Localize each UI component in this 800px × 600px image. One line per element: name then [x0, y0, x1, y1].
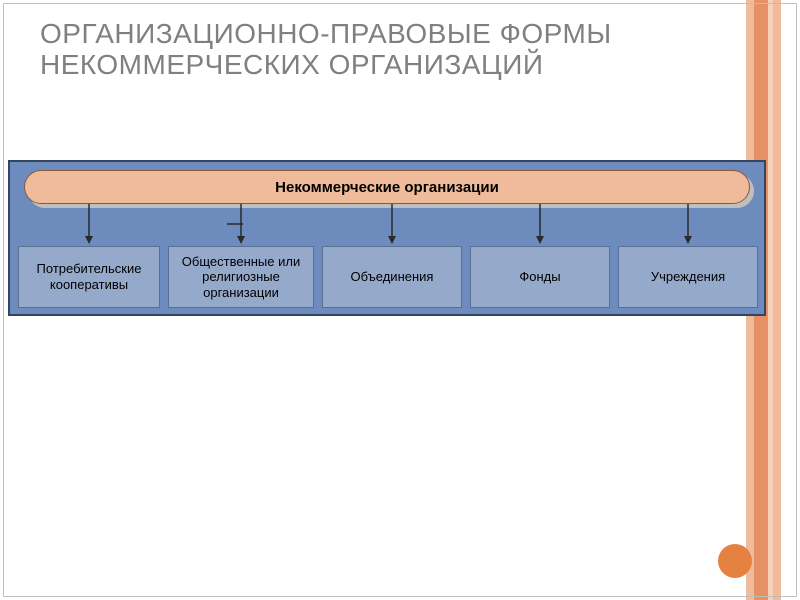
page-title: ОРГАНИЗАЦИОННО-ПРАВОВЫЕ ФОРМЫ НЕКОММЕРЧЕ…	[40, 18, 740, 81]
child-node-label: Объединения	[351, 269, 434, 285]
child-node: Фонды	[470, 246, 610, 308]
org-diagram: Некоммерческие организации Потребительск…	[8, 160, 766, 316]
child-node: Объединения	[322, 246, 462, 308]
child-node: Потребительские кооперативы	[18, 246, 160, 308]
child-node-label: Общественные или религиозные организации	[173, 254, 309, 301]
child-node-label: Учреждения	[651, 269, 725, 285]
child-node-label: Потребительские кооперативы	[23, 261, 155, 292]
child-node-label: Фонды	[519, 269, 560, 285]
page-indicator-icon	[718, 544, 752, 578]
child-node: Общественные или религиозные организации	[168, 246, 314, 308]
child-node: Учреждения	[618, 246, 758, 308]
